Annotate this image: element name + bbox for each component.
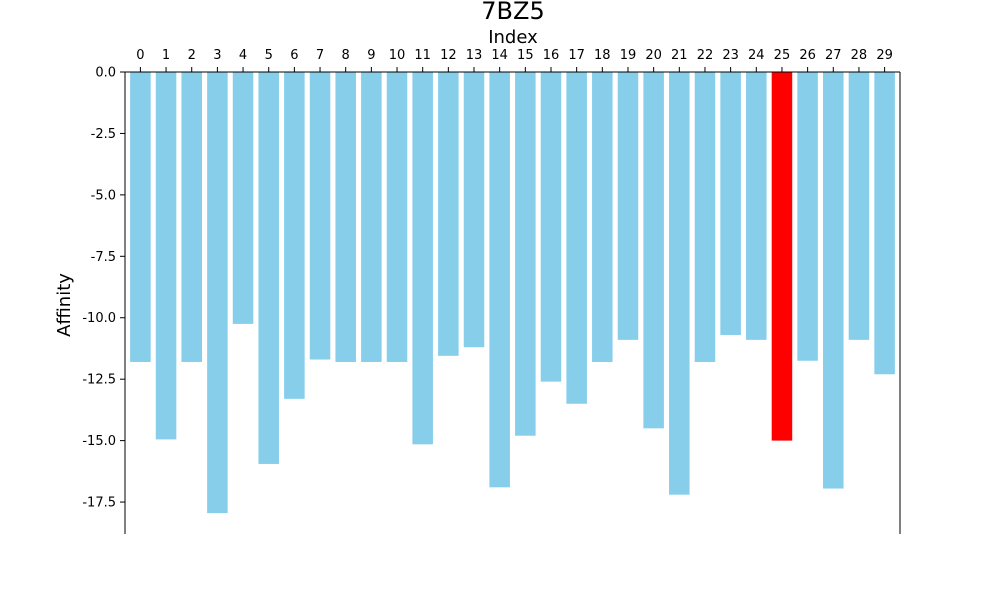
bar-20 (643, 72, 664, 429)
x-tick-label-14: 14 (491, 48, 508, 63)
x-tick-label-3: 3 (213, 48, 221, 63)
bar-5 (258, 72, 279, 464)
x-tick-label-15: 15 (517, 48, 534, 63)
bar-13 (463, 72, 485, 348)
x-tick-label-16: 16 (543, 48, 560, 63)
x-tick-label-28: 28 (851, 48, 868, 63)
bar-23 (720, 72, 741, 335)
x-tick-label-13: 13 (466, 48, 483, 63)
bar-27 (823, 72, 844, 489)
x-tick-label-29: 29 (876, 48, 893, 63)
bar-3 (207, 72, 228, 514)
y-tick-label: -5.0 (91, 188, 116, 203)
y-tick-label: -12.5 (82, 373, 116, 388)
bar-28 (848, 72, 870, 340)
bar-6 (284, 72, 305, 399)
bar-10 (386, 72, 408, 362)
bar-2 (181, 72, 202, 362)
bars-group (130, 72, 895, 514)
x-tick-label-7: 7 (316, 48, 324, 63)
y-tick-label: 0.0 (95, 66, 116, 81)
x-tick-label-19: 19 (620, 48, 637, 63)
x-tick-label-17: 17 (568, 48, 585, 63)
bar-14 (489, 72, 510, 488)
x-tick-label-20: 20 (645, 48, 662, 63)
bar-25 (771, 72, 793, 441)
x-tick-label-9: 9 (367, 48, 375, 63)
bar-19 (617, 72, 639, 340)
bar-24 (746, 72, 767, 340)
bar-18 (592, 72, 613, 362)
x-tick-label-1: 1 (162, 48, 170, 63)
x-axis-label: Index (488, 27, 538, 48)
x-tick-label-27: 27 (825, 48, 842, 63)
bar-21 (669, 72, 690, 495)
bar-26 (797, 72, 818, 361)
bar-16 (540, 72, 562, 382)
x-tick-label-10: 10 (389, 48, 406, 63)
x-tick-label-0: 0 (136, 48, 144, 63)
bar-15 (515, 72, 536, 436)
bar-4 (232, 72, 254, 324)
y-tick-label: -7.5 (91, 250, 116, 265)
bar-9 (361, 72, 382, 362)
x-tick-label-23: 23 (722, 48, 739, 63)
x-tick-label-5: 5 (265, 48, 273, 63)
y-ticks-group: 0.0 -2.5 -5.0 -7.5 -10.0 -12.5 -15.0 -17.5 (82, 66, 125, 511)
bar-22 (694, 72, 716, 362)
bar-7 (309, 72, 331, 360)
y-tick-label: -10.0 (82, 311, 116, 326)
bar-12 (438, 72, 459, 356)
y-tick-label: -2.5 (91, 127, 116, 142)
x-tick-label-18: 18 (594, 48, 611, 63)
axis-spines (124, 71, 901, 534)
bar-17 (566, 72, 587, 404)
chart-title: 7BZ5 (481, 0, 544, 25)
x-tick-label-4: 4 (239, 48, 247, 63)
x-tick-label-8: 8 (342, 48, 350, 63)
y-tick-label: -17.5 (82, 496, 116, 511)
x-tick-label-12: 12 (440, 48, 457, 63)
x-tick-label-11: 11 (414, 48, 431, 63)
x-tick-label-25: 25 (774, 48, 791, 63)
bar-0 (130, 72, 151, 362)
x-tick-label-22: 22 (697, 48, 714, 63)
bar-29 (874, 72, 895, 375)
bar-8 (335, 72, 356, 362)
x-tick-label-6: 6 (290, 48, 298, 63)
x-tick-label-24: 24 (748, 48, 765, 63)
y-axis-label: Affinity (54, 273, 75, 337)
x-tick-label-26: 26 (799, 48, 816, 63)
x-tick-label-2: 2 (188, 48, 196, 63)
y-tick-label: -15.0 (82, 434, 116, 449)
x-tick-label-21: 21 (671, 48, 688, 63)
bar-11 (412, 72, 433, 445)
bar-1 (155, 72, 177, 440)
x-ticks-group: 0 1 2 3 4 5 6 7 8 9 10 11 12 13 14 15 16 17 18 19 20 21 22 23 24… (136, 48, 893, 72)
